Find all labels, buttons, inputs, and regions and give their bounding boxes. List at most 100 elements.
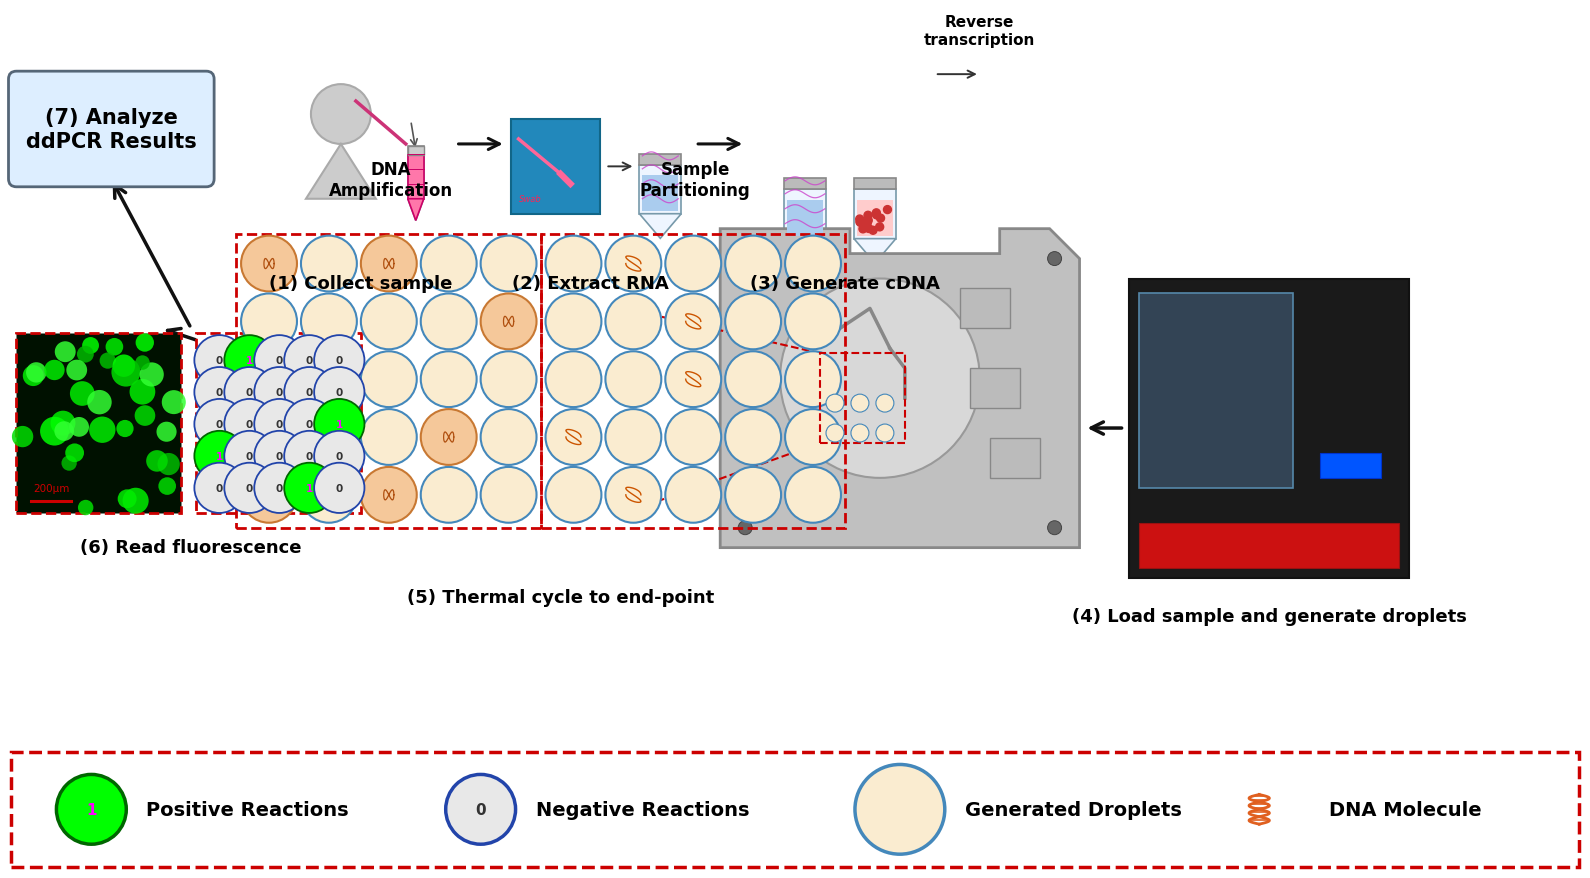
Circle shape bbox=[56, 774, 126, 845]
Polygon shape bbox=[407, 199, 425, 221]
Circle shape bbox=[421, 352, 477, 407]
Circle shape bbox=[421, 294, 477, 350]
Circle shape bbox=[865, 225, 873, 234]
Circle shape bbox=[827, 425, 844, 443]
Bar bbox=[787, 201, 824, 236]
Circle shape bbox=[725, 236, 781, 292]
Polygon shape bbox=[407, 199, 425, 221]
Text: 0: 0 bbox=[275, 388, 283, 398]
Circle shape bbox=[65, 444, 84, 463]
Circle shape bbox=[785, 236, 841, 292]
Circle shape bbox=[224, 368, 275, 418]
Circle shape bbox=[156, 422, 176, 443]
Bar bbox=[407, 147, 425, 156]
Text: Negative Reactions: Negative Reactions bbox=[536, 800, 749, 819]
Circle shape bbox=[480, 410, 536, 465]
Circle shape bbox=[876, 425, 894, 443]
Circle shape bbox=[884, 206, 892, 214]
Circle shape bbox=[194, 464, 245, 514]
FancyBboxPatch shape bbox=[8, 72, 215, 188]
Circle shape bbox=[194, 399, 245, 450]
Text: 0: 0 bbox=[305, 451, 313, 462]
Bar bbox=[639, 155, 681, 165]
Circle shape bbox=[194, 368, 245, 418]
Circle shape bbox=[1048, 252, 1062, 266]
Bar bbox=[960, 289, 1010, 329]
Circle shape bbox=[242, 410, 297, 465]
Text: 0: 0 bbox=[335, 483, 343, 493]
Bar bbox=[407, 147, 425, 156]
Circle shape bbox=[254, 335, 305, 386]
Polygon shape bbox=[720, 229, 1080, 548]
Text: Generated Droplets: Generated Droplets bbox=[965, 800, 1181, 819]
Bar bbox=[510, 120, 601, 214]
Bar bbox=[639, 165, 681, 214]
Circle shape bbox=[606, 236, 661, 292]
Circle shape bbox=[129, 379, 156, 405]
Text: 1: 1 bbox=[86, 802, 97, 817]
Circle shape bbox=[665, 294, 722, 350]
Bar bbox=[820, 354, 905, 443]
Circle shape bbox=[361, 236, 417, 292]
Circle shape bbox=[606, 294, 661, 350]
Circle shape bbox=[827, 395, 844, 413]
Circle shape bbox=[285, 335, 334, 386]
Circle shape bbox=[242, 352, 297, 407]
Circle shape bbox=[315, 431, 364, 481]
Text: 0: 0 bbox=[275, 356, 283, 366]
Circle shape bbox=[1048, 522, 1062, 535]
Circle shape bbox=[859, 226, 867, 234]
Text: 200μm: 200μm bbox=[33, 483, 70, 493]
Bar bbox=[541, 234, 844, 528]
Circle shape bbox=[301, 294, 356, 350]
Circle shape bbox=[301, 467, 356, 523]
Circle shape bbox=[725, 352, 781, 407]
Circle shape bbox=[254, 368, 305, 418]
Text: Sample
Partitioning: Sample Partitioning bbox=[639, 161, 750, 199]
Text: DNA
Amplification: DNA Amplification bbox=[329, 161, 453, 199]
Circle shape bbox=[224, 464, 275, 514]
Circle shape bbox=[76, 346, 94, 363]
Text: 1: 1 bbox=[305, 483, 313, 493]
Polygon shape bbox=[639, 214, 681, 239]
Circle shape bbox=[870, 227, 878, 235]
Circle shape bbox=[140, 363, 164, 387]
Text: 0: 0 bbox=[305, 356, 313, 366]
Text: (7) Analyze
ddPCR Results: (7) Analyze ddPCR Results bbox=[25, 108, 197, 151]
Text: 0: 0 bbox=[216, 420, 223, 429]
Circle shape bbox=[738, 522, 752, 535]
Circle shape bbox=[70, 382, 95, 407]
Text: 0: 0 bbox=[335, 451, 343, 462]
Text: 0: 0 bbox=[475, 802, 487, 817]
Circle shape bbox=[135, 334, 154, 352]
Bar bbox=[857, 201, 894, 236]
Bar bbox=[854, 179, 895, 191]
Bar bbox=[1320, 453, 1382, 479]
Text: 0: 0 bbox=[246, 420, 253, 429]
Text: 0: 0 bbox=[275, 483, 283, 493]
Circle shape bbox=[54, 421, 75, 442]
Text: Swab: Swab bbox=[520, 195, 542, 204]
Bar bbox=[410, 165, 421, 197]
Circle shape bbox=[312, 85, 370, 145]
Circle shape bbox=[122, 488, 149, 515]
Circle shape bbox=[301, 236, 356, 292]
Circle shape bbox=[254, 399, 305, 450]
Bar bbox=[642, 176, 679, 212]
Circle shape bbox=[78, 500, 94, 515]
Polygon shape bbox=[784, 240, 827, 264]
Circle shape bbox=[781, 279, 979, 479]
Circle shape bbox=[785, 467, 841, 523]
Bar bbox=[784, 191, 827, 240]
Text: (4) Load sample and generate droplets: (4) Load sample and generate droplets bbox=[1072, 608, 1466, 626]
Circle shape bbox=[421, 236, 477, 292]
Circle shape bbox=[70, 418, 89, 437]
Circle shape bbox=[545, 236, 601, 292]
Text: 0: 0 bbox=[335, 388, 343, 398]
Circle shape bbox=[315, 399, 364, 450]
Circle shape bbox=[545, 294, 601, 350]
Circle shape bbox=[11, 427, 33, 448]
Circle shape bbox=[480, 294, 536, 350]
Bar bbox=[11, 752, 1579, 867]
Circle shape bbox=[665, 236, 722, 292]
